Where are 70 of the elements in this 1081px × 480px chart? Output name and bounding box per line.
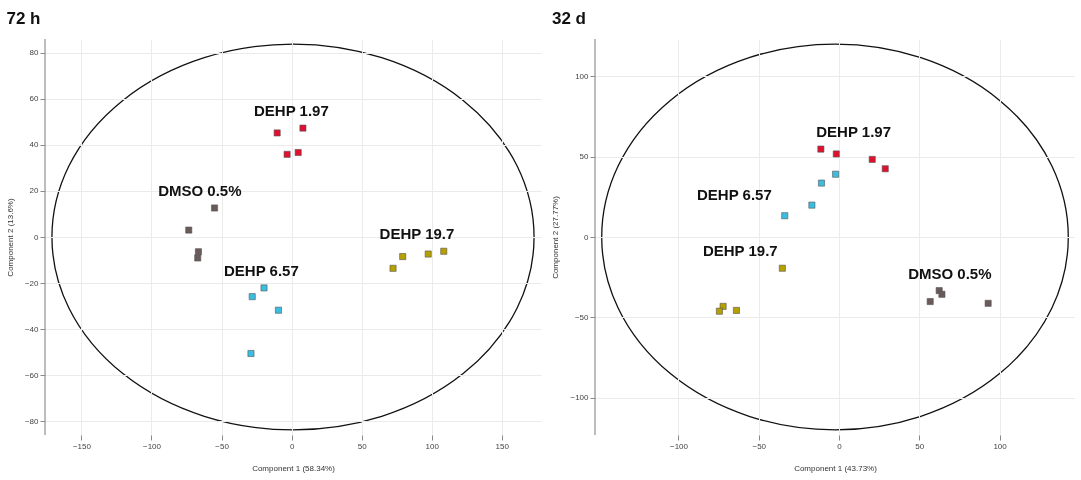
- point: [778, 264, 786, 272]
- point: [294, 149, 302, 156]
- x-tick-label: 0: [837, 441, 843, 451]
- point: [868, 156, 876, 163]
- point: [881, 165, 889, 173]
- x-tick-label: −100: [142, 441, 162, 451]
- point: [817, 145, 825, 153]
- x-tick-label: 0: [289, 441, 295, 451]
- y-axis-title: Component 2 (13.6%): [5, 198, 15, 277]
- chart-title: 72 h: [6, 9, 41, 29]
- x-axis-title: Component 1 (58.34%): [252, 463, 336, 473]
- point: [248, 293, 256, 301]
- series-label: DEHP 1.97: [816, 123, 892, 141]
- series-label: DEHP 19.7: [379, 225, 455, 243]
- series-label: DMSO 0.5%: [158, 181, 242, 199]
- point: [399, 253, 407, 260]
- point: [389, 264, 397, 272]
- point: [247, 350, 255, 357]
- point: [260, 284, 268, 292]
- series-label: DEHP 6.57: [224, 261, 299, 279]
- y-tick-label: −50: [574, 312, 590, 322]
- point: [195, 248, 202, 256]
- point: [194, 254, 202, 262]
- y-tick-label: 60: [29, 94, 40, 104]
- point: [440, 247, 448, 255]
- y-axis-title: Component 2 (27.77%): [551, 195, 561, 279]
- point: [211, 204, 218, 212]
- x-tick-label: −50: [752, 441, 767, 451]
- y-tick-label: 0: [584, 232, 590, 242]
- point: [273, 129, 281, 137]
- y-tick-label: 40: [29, 140, 40, 150]
- x-tick-label: −50: [215, 441, 230, 451]
- point: [818, 179, 825, 187]
- x-tick-label: 100: [425, 441, 440, 451]
- series-label: DEHP 19.7: [702, 242, 778, 260]
- y-tick-label: 0: [34, 232, 40, 242]
- point: [938, 290, 946, 298]
- series-label: DEHP 1.97: [253, 102, 329, 120]
- point: [781, 212, 789, 220]
- y-tick-label: −80: [24, 416, 40, 426]
- chart-title: 32 d: [551, 9, 587, 29]
- point: [808, 201, 816, 209]
- point: [832, 150, 840, 158]
- y-tick-label: −100: [570, 393, 590, 403]
- x-axis-title: Component 1 (43.73%): [794, 463, 878, 473]
- point: [984, 299, 992, 307]
- point: [926, 298, 934, 305]
- point: [299, 124, 307, 132]
- x-tick-label: 100: [993, 441, 1008, 451]
- point: [424, 250, 432, 258]
- y-tick-label: 20: [29, 186, 40, 196]
- y-tick-label: −20: [24, 278, 40, 288]
- x-tick-label: 150: [495, 441, 510, 451]
- x-tick-label: 50: [915, 441, 925, 451]
- series-label: DMSO 0.5%: [908, 264, 992, 282]
- y-tick-label: 80: [29, 48, 40, 58]
- x-tick-label: −100: [669, 441, 689, 451]
- y-tick-label: −60: [24, 370, 40, 380]
- x-tick-label: −150: [72, 441, 92, 451]
- point: [832, 170, 840, 178]
- y-tick-label: 100: [575, 71, 590, 81]
- point: [185, 226, 193, 234]
- y-tick-label: −40: [24, 324, 40, 334]
- x-tick-label: 50: [357, 441, 368, 451]
- point: [716, 307, 723, 315]
- point: [733, 307, 740, 314]
- y-tick-label: 50: [579, 152, 590, 162]
- point: [275, 306, 282, 314]
- series-label: DEHP 6.57: [696, 185, 772, 203]
- point: [283, 150, 291, 158]
